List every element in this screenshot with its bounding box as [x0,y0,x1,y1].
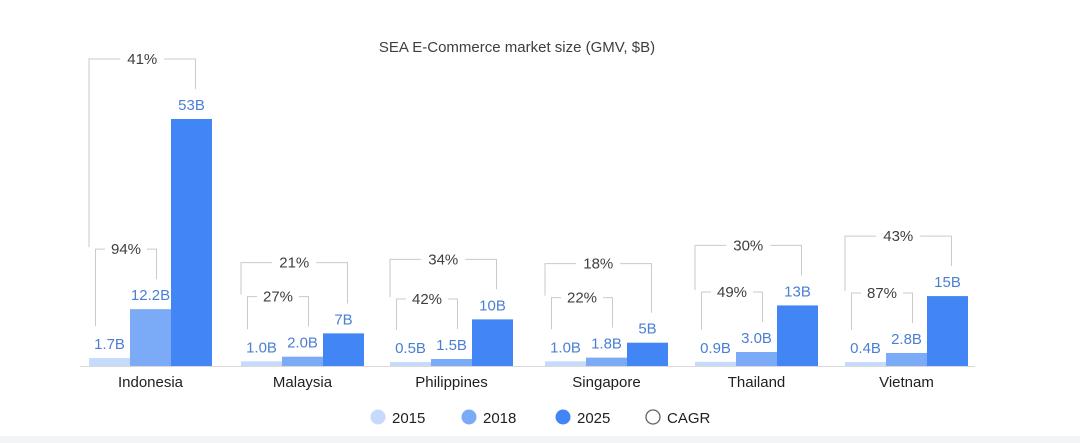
value-labels: 1.7B 12.2B 53B 1.0B 2.0B 7B 0.5B 1.5B 10B 1.0B 1.8… [94,97,961,357]
bar-malaysia-2015 [241,361,282,366]
legend-swatch-cagr [645,409,661,425]
cagr-2015-2018-vietnam: 87% [867,285,897,302]
value-label-malaysia-2015: 1.0B [246,339,277,356]
cagr-2015-2025-philippines: 34% [428,251,458,268]
value-label-thailand-2015: 0.9B [700,340,731,357]
x-tick-malaysia: Malaysia [273,374,333,391]
x-tick-philippines: Philippines [415,374,488,391]
cagr-2015-2025-malaysia: 21% [279,255,309,272]
value-label-philippines-2025: 10B [479,297,506,314]
cagr-label-bg-long-indonesia [120,49,165,69]
value-label-malaysia-2025: 7B [334,311,352,328]
bar-singapore-2018 [586,357,627,366]
legend-item-2018: 2018 [461,409,516,427]
x-tick-singapore: Singapore [572,374,640,391]
cagr-2015-2025-thailand: 30% [733,237,763,254]
cagr-label-bg-long-philippines [421,249,466,270]
value-label-thailand-2018: 3.0B [741,330,772,347]
value-label-indonesia-2015: 1.7B [94,336,125,353]
legend-item-2025: 2025 [555,409,610,427]
value-label-philippines-2015: 0.5B [395,340,426,357]
chart-title: SEA E-Commerce market size (GMV, $B) [379,39,655,56]
bar-vietnam-2015 [845,362,886,366]
cagr-2015-2018-indonesia: 94% [111,241,141,258]
legend-label-2015: 2015 [392,410,425,427]
value-label-philippines-2018: 1.5B [436,337,467,354]
legend-item-cagr: CAGR [645,409,711,427]
cagr-2015-2025-vietnam: 43% [883,228,913,245]
bar-singapore-2015 [545,361,586,366]
bar-philippines-2018 [431,359,472,366]
cagr-label-bg-short-indonesia [105,239,147,260]
value-label-singapore-2015: 1.0B [550,339,581,356]
value-label-vietnam-2018: 2.8B [891,331,922,348]
cagr-label-bg-long-malaysia [272,252,317,273]
legend-swatch-2015 [370,409,386,425]
cagr-label-bg-long-singapore [576,253,621,274]
cagr-2015-2025-indonesia: 41% [127,51,157,68]
cagr-label-bg-long-thailand [726,235,771,256]
value-label-indonesia-2018: 12.2B [131,287,170,304]
legend-label-cagr: CAGR [667,410,711,427]
value-label-vietnam-2025: 15B [934,274,961,291]
x-tick-thailand: Thailand [728,374,786,391]
bar-indonesia-2015 [89,358,130,366]
bar-thailand-2015 [695,361,736,366]
cagr-label-bg-short-singapore [561,287,603,308]
legend-label-2025: 2025 [577,410,610,427]
cagr-label-bg-short-thailand [711,282,753,303]
value-label-malaysia-2018: 2.0B [287,335,318,352]
value-label-thailand-2025: 13B [784,283,811,300]
bar-vietnam-2025 [927,296,968,366]
cagr-brackets [88,58,952,330]
x-tick-vietnam: Vietnam [879,374,934,391]
value-label-indonesia-2025: 53B [178,97,205,114]
cagr-2015-2025-singapore: 18% [583,256,613,273]
bar-vietnam-2018 [886,352,927,366]
cagr-label-bg-long-vietnam [876,226,921,247]
legend: 2015 2018 2025 CAGR [370,409,711,427]
cagr-2015-2018-philippines: 42% [412,291,442,308]
bar-thailand-2025 [777,305,818,366]
legend-swatch-2018 [461,409,477,425]
bar-malaysia-2025 [323,333,364,366]
x-axis-ticks: Indonesia Malaysia Philippines Singapore Tha… [118,374,934,391]
cagr-label-bg-short-vietnam [861,282,903,303]
bar-indonesia-2018 [130,309,171,366]
x-tick-indonesia: Indonesia [118,374,184,391]
cagr-label-bg-short-malaysia [257,286,299,307]
value-label-vietnam-2015: 0.4B [850,340,881,357]
value-label-singapore-2018: 1.8B [591,336,622,353]
cagr-2015-2018-thailand: 49% [717,284,747,301]
bar-philippines-2025 [472,319,513,366]
legend-label-2018: 2018 [483,410,516,427]
legend-swatch-2025 [555,409,571,425]
bar-malaysia-2018 [282,356,323,366]
value-label-singapore-2025: 5B [638,321,656,338]
cagr-label-bg-short-philippines [406,289,448,310]
cagr-2015-2018-malaysia: 27% [263,289,293,306]
bars [89,119,968,366]
bar-thailand-2018 [736,352,777,366]
bar-indonesia-2025 [171,119,212,366]
cagr-2015-2018-singapore: 22% [567,290,597,307]
bottom-strip [0,436,1080,443]
bar-singapore-2025 [627,342,668,366]
cagr-labels: 94% 41% 27% 21% 42% 34% 22% 18% 49% 30% 87% 43% [105,49,921,310]
legend-item-2015: 2015 [370,409,425,427]
bar-philippines-2015 [390,362,431,366]
